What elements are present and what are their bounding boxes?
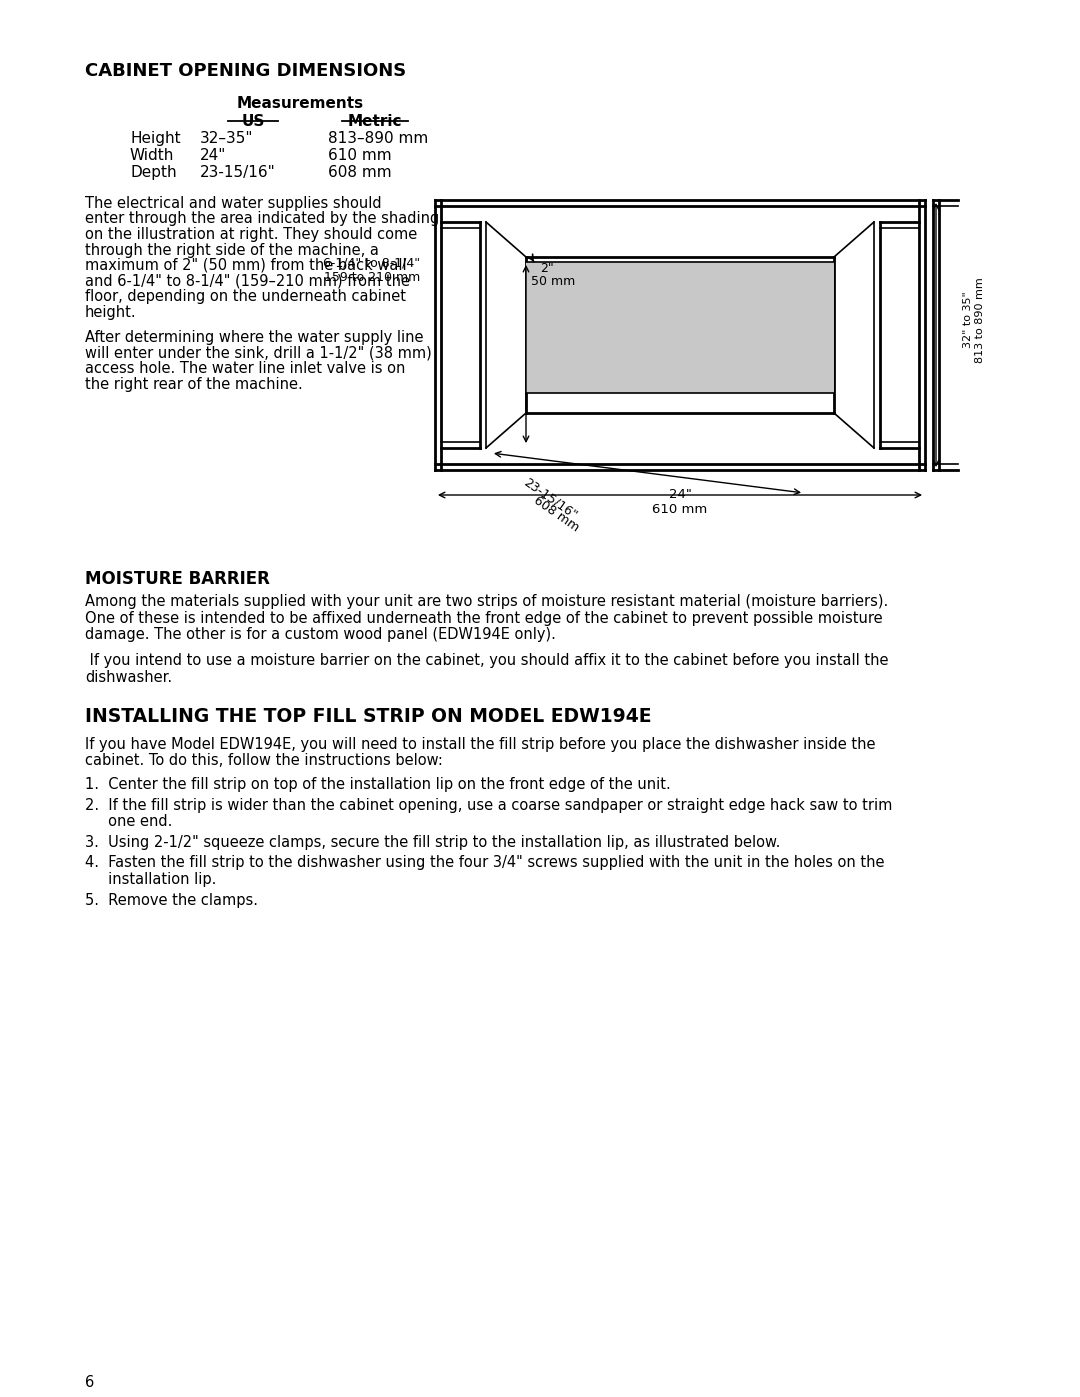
Text: 608 mm: 608 mm <box>328 165 392 180</box>
Text: Metric: Metric <box>348 115 402 129</box>
Text: 3.  Using 2-1/2" squeeze clamps, secure the fill strip to the installation lip, : 3. Using 2-1/2" squeeze clamps, secure t… <box>85 835 781 849</box>
Text: Among the materials supplied with your unit are two strips of moisture resistant: Among the materials supplied with your u… <box>85 594 888 609</box>
Text: One of these is intended to be affixed underneath the front edge of the cabinet : One of these is intended to be affixed u… <box>85 610 882 626</box>
Text: 610 mm: 610 mm <box>652 503 707 515</box>
Text: 5.  Remove the clamps.: 5. Remove the clamps. <box>85 893 258 908</box>
Text: 23-15/16": 23-15/16" <box>200 165 275 180</box>
Text: 6-1/4" to 8-1/4": 6-1/4" to 8-1/4" <box>323 257 420 270</box>
Text: 23-15/16": 23-15/16" <box>521 476 579 522</box>
Text: CABINET OPENING DIMENSIONS: CABINET OPENING DIMENSIONS <box>85 61 406 80</box>
Text: US: US <box>241 115 265 129</box>
Text: Depth: Depth <box>130 165 177 180</box>
Text: 1.  Center the fill strip on top of the installation lip on the front edge of th: 1. Center the fill strip on top of the i… <box>85 778 671 792</box>
Text: 608 mm: 608 mm <box>531 495 581 535</box>
Text: 6: 6 <box>85 1375 94 1390</box>
Text: INSTALLING THE TOP FILL STRIP ON MODEL EDW194E: INSTALLING THE TOP FILL STRIP ON MODEL E… <box>85 707 651 725</box>
Text: damage. The other is for a custom wood panel (EDW194E only).: damage. The other is for a custom wood p… <box>85 627 556 643</box>
Text: 32–35": 32–35" <box>200 131 254 147</box>
Text: 813–890 mm: 813–890 mm <box>328 131 429 147</box>
Text: 813 to 890 mm: 813 to 890 mm <box>975 277 985 363</box>
Text: through the right side of the machine, a: through the right side of the machine, a <box>85 243 379 257</box>
Text: 610 mm: 610 mm <box>328 148 392 163</box>
Text: After determining where the water supply line: After determining where the water supply… <box>85 330 423 345</box>
Text: 24": 24" <box>200 148 227 163</box>
Text: 24": 24" <box>669 488 691 502</box>
Text: If you intend to use a moisture barrier on the cabinet, you should affix it to t: If you intend to use a moisture barrier … <box>85 654 889 669</box>
Text: MOISTURE BARRIER: MOISTURE BARRIER <box>85 570 270 588</box>
Text: dishwasher.: dishwasher. <box>85 671 172 685</box>
Text: floor, depending on the underneath cabinet: floor, depending on the underneath cabin… <box>85 289 406 305</box>
Text: enter through the area indicated by the shading: enter through the area indicated by the … <box>85 211 440 226</box>
Text: cabinet. To do this, follow the instructions below:: cabinet. To do this, follow the instruct… <box>85 753 443 768</box>
Text: the right rear of the machine.: the right rear of the machine. <box>85 377 302 391</box>
Text: maximum of 2" (50 mm) from the back wall: maximum of 2" (50 mm) from the back wall <box>85 258 407 272</box>
Text: 50 mm: 50 mm <box>531 275 576 288</box>
Text: will enter under the sink, drill a 1-1/2" (38 mm): will enter under the sink, drill a 1-1/2… <box>85 345 432 360</box>
Text: 159 to 210 mm: 159 to 210 mm <box>324 271 420 284</box>
Text: and 6-1/4" to 8-1/4" (159–210 mm) from the: and 6-1/4" to 8-1/4" (159–210 mm) from t… <box>85 274 410 289</box>
Text: height.: height. <box>85 305 137 320</box>
Text: Height: Height <box>130 131 180 147</box>
Text: access hole. The water line inlet valve is on: access hole. The water line inlet valve … <box>85 360 405 376</box>
Text: one end.: one end. <box>85 814 173 830</box>
Text: installation lip.: installation lip. <box>85 872 216 887</box>
Text: 2": 2" <box>540 263 554 275</box>
Text: If you have Model EDW194E, you will need to install the fill strip before you pl: If you have Model EDW194E, you will need… <box>85 736 876 752</box>
Bar <box>526 263 834 393</box>
Text: The electrical and water supplies should: The electrical and water supplies should <box>85 196 381 211</box>
Text: on the illustration at right. They should come: on the illustration at right. They shoul… <box>85 226 417 242</box>
Text: 2.  If the fill strip is wider than the cabinet opening, use a coarse sandpaper : 2. If the fill strip is wider than the c… <box>85 798 892 813</box>
Text: 4.  Fasten the fill strip to the dishwasher using the four 3/4" screws supplied : 4. Fasten the fill strip to the dishwash… <box>85 855 885 870</box>
Text: 32" to 35": 32" to 35" <box>963 292 973 348</box>
Text: Measurements: Measurements <box>237 96 364 110</box>
Text: Width: Width <box>130 148 174 163</box>
